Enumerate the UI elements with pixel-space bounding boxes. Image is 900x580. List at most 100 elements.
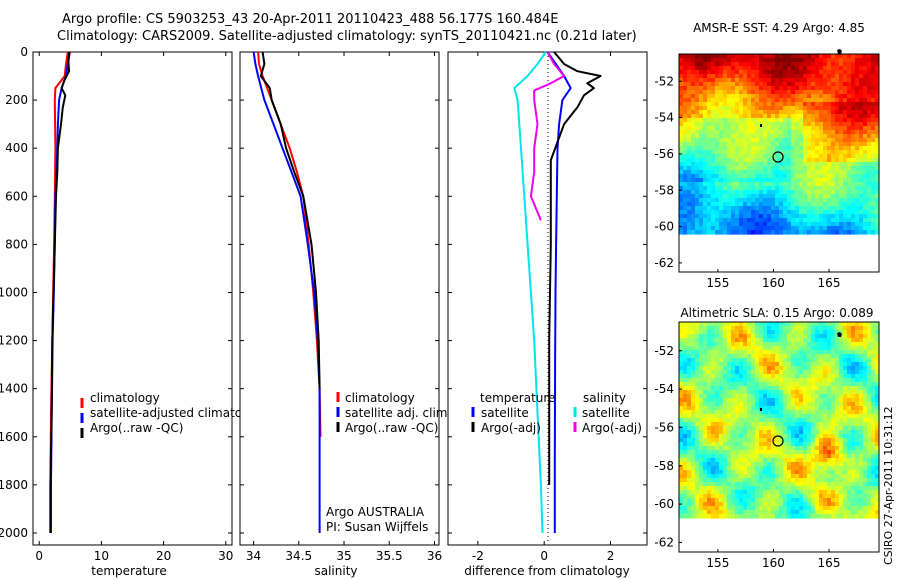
heatmap-cell	[827, 126, 832, 131]
heatmap-cell	[799, 174, 804, 179]
heatmap-cell	[691, 366, 696, 371]
heatmap-cell	[823, 342, 828, 347]
heatmap-cell	[687, 334, 692, 339]
heatmap-cell	[727, 490, 732, 495]
heatmap-cell	[763, 430, 768, 435]
map-x-tick-label: 165	[818, 556, 841, 570]
salinity-xlabel: salinity	[314, 564, 357, 578]
heatmap-cell	[811, 170, 816, 175]
heatmap-cell	[715, 338, 720, 343]
heatmap-cell	[779, 154, 784, 159]
heatmap-cell	[691, 354, 696, 359]
heatmap-cell	[871, 514, 876, 519]
heatmap-cell	[679, 214, 684, 219]
heatmap-cell	[779, 398, 784, 403]
heatmap-cell	[711, 434, 716, 439]
heatmap-cell	[807, 82, 812, 87]
heatmap-cell	[683, 378, 688, 383]
heatmap-cell	[767, 506, 772, 511]
heatmap-cell	[747, 214, 752, 219]
heatmap-cell	[739, 98, 744, 103]
heatmap-cell	[783, 390, 788, 395]
heatmap-cell	[859, 142, 864, 147]
heatmap-cell	[803, 158, 808, 163]
heatmap-cell	[695, 426, 700, 431]
heatmap-cell	[823, 186, 828, 191]
heatmap-cell	[683, 510, 688, 515]
heatmap-cell	[823, 194, 828, 199]
heatmap-cell	[775, 82, 780, 87]
heatmap-cell	[739, 490, 744, 495]
heatmap-cell	[831, 450, 836, 455]
heatmap-cell	[699, 358, 704, 363]
heatmap-cell	[751, 326, 756, 331]
heatmap-cell	[863, 338, 868, 343]
heatmap-cell	[747, 66, 752, 71]
heatmap-cell	[767, 342, 772, 347]
heatmap-cell	[835, 350, 840, 355]
heatmap-cell	[759, 502, 764, 507]
heatmap-cell	[851, 334, 856, 339]
heatmap-cell	[779, 94, 784, 99]
heatmap-cell	[727, 150, 732, 155]
heatmap-cell	[783, 82, 788, 87]
heatmap-cell	[775, 406, 780, 411]
map-x-tick-label: 160	[762, 276, 785, 290]
heatmap-cell	[779, 86, 784, 91]
heatmap-cell	[811, 58, 816, 63]
heatmap-cell	[855, 494, 860, 499]
heatmap-cell	[767, 182, 772, 187]
heatmap-cell	[723, 442, 728, 447]
heatmap-cell	[855, 146, 860, 151]
heatmap-cell	[735, 486, 740, 491]
heatmap-cell	[871, 82, 876, 87]
heatmap-cell	[811, 338, 816, 343]
heatmap-cell	[779, 366, 784, 371]
heatmap-cell	[715, 486, 720, 491]
heatmap-cell	[727, 442, 732, 447]
heatmap-cell	[719, 326, 724, 331]
heatmap-cell	[699, 494, 704, 499]
heatmap-cell	[747, 478, 752, 483]
heatmap-cell	[799, 502, 804, 507]
heatmap-cell	[851, 342, 856, 347]
heatmap-cell	[731, 354, 736, 359]
heatmap-cell	[803, 174, 808, 179]
heatmap-cell	[711, 322, 716, 327]
heatmap-cell	[755, 86, 760, 91]
heatmap-cell	[683, 370, 688, 375]
heatmap-cell	[867, 174, 872, 179]
heatmap-cell	[727, 182, 732, 187]
heatmap-cell	[771, 334, 776, 339]
heatmap-cell	[687, 422, 692, 427]
heatmap-cell	[855, 98, 860, 103]
heatmap-cell	[775, 490, 780, 495]
heatmap-cell	[687, 506, 692, 511]
heatmap-cell	[851, 78, 856, 83]
heatmap-cell	[791, 462, 796, 467]
heatmap-cell	[699, 138, 704, 143]
heatmap-cell	[719, 346, 724, 351]
heatmap-cell	[839, 162, 844, 167]
heatmap-cell	[751, 498, 756, 503]
heatmap-cell	[727, 142, 732, 147]
heatmap-cell	[687, 394, 692, 399]
heatmap-cell	[771, 74, 776, 79]
heatmap-cell	[739, 186, 744, 191]
heatmap-cell	[807, 486, 812, 491]
heatmap-cell	[703, 102, 708, 107]
heatmap-cell	[795, 322, 800, 327]
heatmap-cell	[863, 410, 868, 415]
heatmap-cell	[747, 482, 752, 487]
heatmap-cell	[679, 198, 684, 203]
heatmap-cell	[747, 370, 752, 375]
series-line-salinity-satellite	[513, 51, 547, 534]
heatmap-cell	[707, 58, 712, 63]
heatmap-cell	[719, 182, 724, 187]
heatmap-cell	[799, 134, 804, 139]
heatmap-cell	[759, 362, 764, 367]
heatmap-cell	[807, 118, 812, 123]
heatmap-cell	[683, 506, 688, 511]
heatmap-cell	[847, 474, 852, 479]
heatmap-cell	[807, 178, 812, 183]
